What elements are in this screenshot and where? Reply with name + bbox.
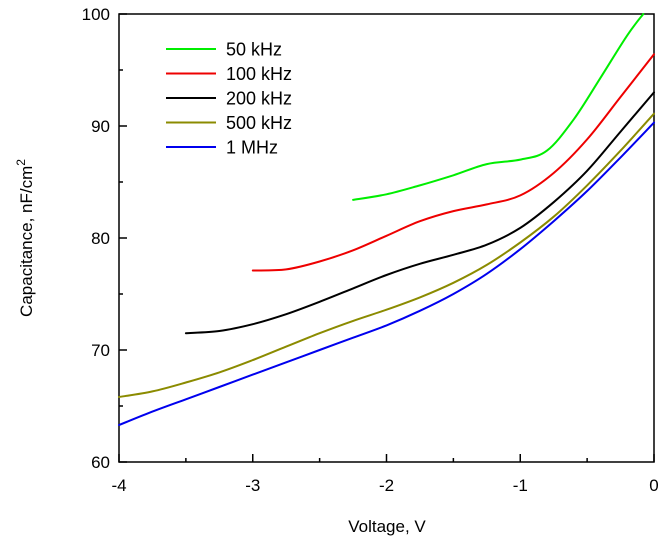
legend-item-200-khz: 200 kHz — [166, 89, 292, 109]
series-line-50-khz — [352, 13, 645, 201]
y-tick-label: 90 — [91, 117, 110, 136]
y-tick-label: 70 — [91, 341, 110, 360]
legend-item-500-khz: 500 kHz — [166, 113, 292, 133]
legend-label: 1 MHz — [226, 138, 278, 158]
y-axis-title-main: Capacitance, nF/cm — [17, 166, 36, 317]
series-line-100-khz — [251, 53, 655, 272]
legend-label: 200 kHz — [226, 89, 292, 109]
y-tick-label: 80 — [91, 229, 110, 248]
x-axis-ticks: -4 -3 -2 -1 0 — [111, 454, 658, 495]
legend: 50 kHz 100 kHz 200 kHz 500 kHz 1 MHz — [166, 40, 292, 158]
legend-label: 100 kHz — [226, 64, 292, 84]
series-line-1-mhz — [118, 121, 655, 426]
y-axis-title: Capacitance, nF/cm2 — [14, 159, 36, 317]
series-line-500-khz — [118, 112, 655, 398]
legend-item-100-khz: 100 kHz — [166, 64, 292, 84]
y-axis-ticks: 60 70 80 90 100 — [82, 5, 127, 472]
legend-label: 50 kHz — [226, 40, 282, 60]
x-tick-label: -2 — [379, 476, 394, 495]
legend-item-1-mhz: 1 MHz — [166, 138, 278, 158]
y-axis-title-superscript: 2 — [14, 159, 28, 166]
x-axis-title: Voltage, V — [348, 517, 426, 536]
x-tick-label: -3 — [245, 476, 260, 495]
y-tick-label: 100 — [82, 5, 110, 24]
series-line-200-khz — [184, 91, 655, 335]
legend-item-50-khz: 50 kHz — [166, 40, 282, 60]
x-tick-label: -1 — [513, 476, 528, 495]
series-layer — [118, 13, 655, 426]
x-tick-label: 0 — [649, 476, 658, 495]
legend-label: 500 kHz — [226, 113, 292, 133]
x-tick-label: -4 — [111, 476, 126, 495]
y-tick-label: 60 — [91, 453, 110, 472]
